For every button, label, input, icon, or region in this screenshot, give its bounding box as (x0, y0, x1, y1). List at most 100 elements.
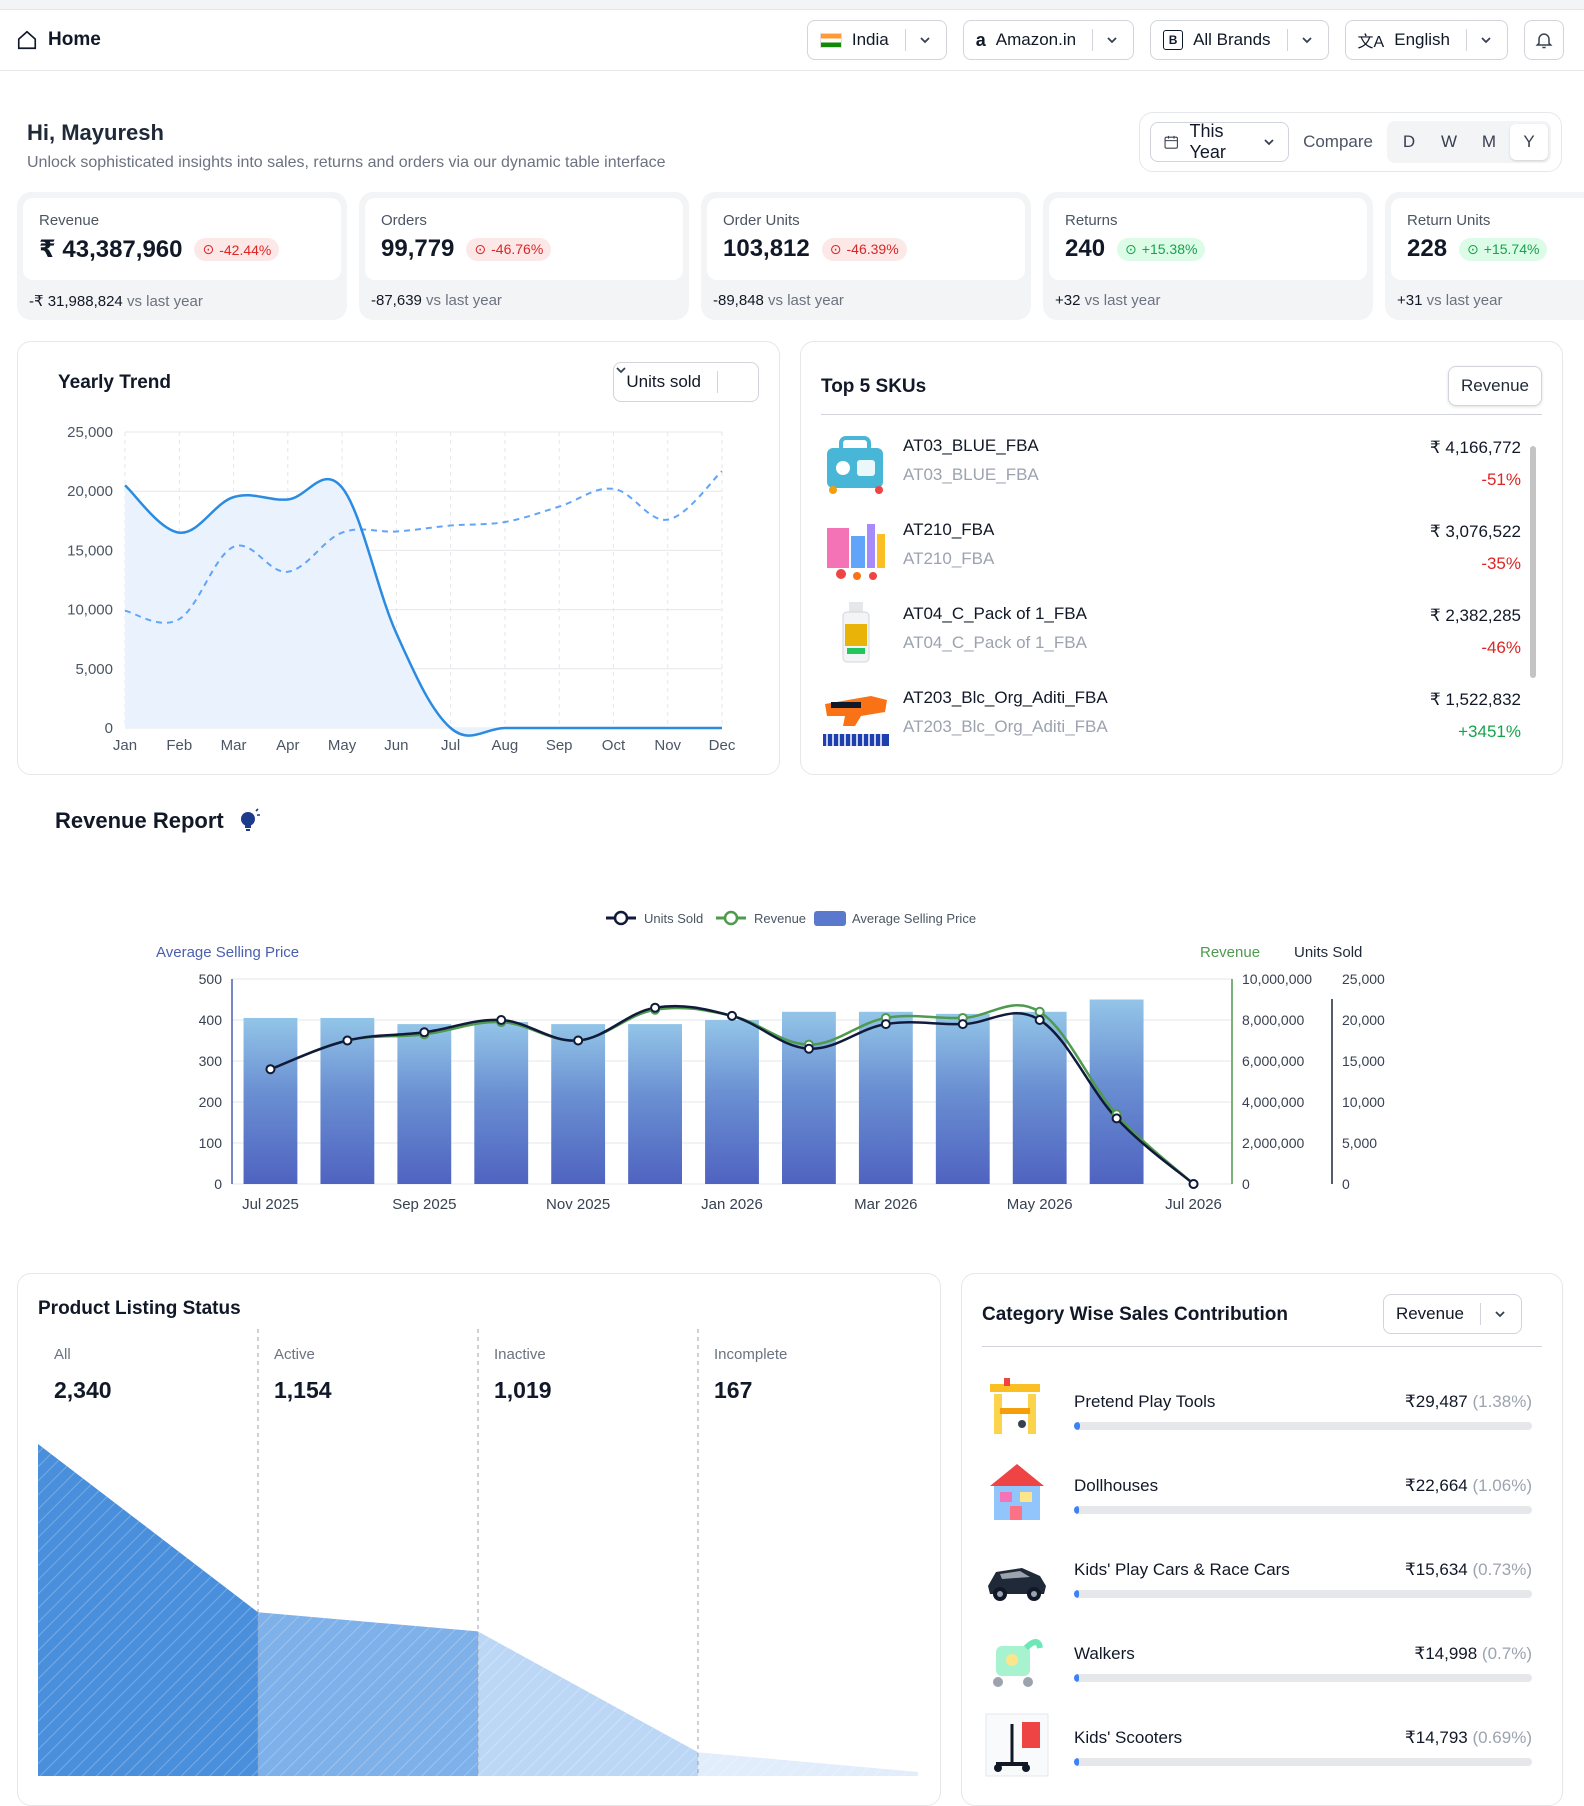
marketplace-label: Amazon.in (995, 30, 1077, 49)
x-tick-label: Nov (654, 737, 681, 754)
kpi-change-badge: ⊙ -42.44% (194, 238, 280, 261)
marketplace-select[interactable]: a Amazon.in (962, 20, 1135, 60)
revenue-tick-label: 2,000,000 (1242, 1135, 1304, 1151)
listing-status-inactive[interactable]: Inactive 1,019 (494, 1346, 552, 1404)
lightbulb-icon[interactable] (238, 808, 262, 834)
granularity-month[interactable]: M (1481, 132, 1497, 151)
trend-down-icon: ⊙ (474, 240, 487, 257)
header-selectors: India a Amazon.in B All Brands 文A Englis… (806, 20, 1564, 60)
baby-walker-thumbnail-icon (993, 1639, 1043, 1687)
sku-row[interactable]: AT03_BLUE_FBA AT03_BLUE_FBA ₹ 4,166,772 … (821, 430, 1521, 500)
kpi-orders: Orders 99,779 ⊙ -46.76% -87,639 vs last y… (359, 192, 689, 320)
sku-change: -51% (1481, 470, 1521, 489)
kpi-return-units: Return Units 228 ⊙ +15.74% +31 vs last ye… (1385, 192, 1584, 320)
category-progress (1074, 1758, 1532, 1766)
sku-row[interactable]: AT04_C_Pack of 1_FBA AT04_C_Pack of 1_FB… (821, 598, 1521, 668)
granularity-year[interactable]: Y (1510, 124, 1548, 160)
kpi-comparison: -₹ 31,988,824 vs last year (23, 280, 341, 310)
units-sold-point (1111, 1113, 1122, 1124)
home-link[interactable]: Home (16, 29, 101, 51)
tool-bench-thumbnail-icon (990, 1378, 1040, 1434)
category-row[interactable]: Kids' Play Cars & Race Cars ₹15,634 (0.7… (982, 1542, 1542, 1612)
category-row[interactable]: Dollhouses ₹22,664 (1.06%) (982, 1458, 1542, 1528)
left-tick-label: 500 (199, 971, 223, 987)
units-tick-label: 5,000 (1342, 1135, 1377, 1151)
revenue-axis-title: Revenue (1200, 944, 1260, 961)
category-row[interactable]: Walkers ₹14,998 (0.7%) (982, 1626, 1542, 1696)
kpi-returns: Returns 240 ⊙ +15.38% +32 vs last year (1043, 192, 1373, 320)
language-select[interactable]: 文A English (1344, 20, 1508, 60)
greeting-title: Hi, Mayuresh (27, 120, 164, 145)
yearly-trend-title: Yearly Trend (58, 372, 172, 393)
sku-row[interactable]: AT210_FBA AT210_FBA ₹ 3,076,522 -35% (821, 514, 1521, 584)
sku-list-scrollbar[interactable] (1530, 446, 1536, 678)
status-label: Incomplete (714, 1346, 788, 1363)
granularity-week[interactable]: W (1440, 132, 1458, 151)
brand-icon: B (1163, 30, 1184, 50)
language-label: English (1394, 30, 1450, 49)
category-progress-fill (1074, 1590, 1080, 1598)
select-divider (1286, 29, 1288, 51)
kpi-value: ₹ 43,387,960 (39, 236, 183, 263)
trend-down-icon: ⊙ (202, 241, 215, 257)
revenue-report-header: Revenue Report (55, 808, 262, 834)
date-range-select[interactable]: This Year (1150, 121, 1290, 162)
listing-status-incomplete[interactable]: Incomplete 167 (714, 1346, 787, 1404)
category-row[interactable]: Pretend Play Tools ₹29,487 (1.38%) (982, 1374, 1542, 1444)
status-value: 2,340 (54, 1377, 112, 1403)
kpi-change-badge: ⊙ -46.39% (821, 237, 907, 261)
status-value: 167 (714, 1377, 753, 1403)
scooter-thumbnail-icon (985, 1713, 1049, 1777)
kpi-cards: Revenue ₹ 43,387,960 ⊙ -42.44% -₹ 31,988,… (17, 192, 1584, 320)
asp-bar (705, 1020, 759, 1184)
units-tick-label: 15,000 (1342, 1053, 1385, 1069)
sku-row[interactable]: AT203_Blc_Org_Aditi_FBA AT203_Blc_Org_Ad… (821, 682, 1521, 752)
funnel-segment-hatch (478, 1631, 698, 1776)
select-divider (1466, 29, 1467, 51)
units-tick-label: 25,000 (1342, 971, 1385, 987)
notifications-button[interactable] (1524, 20, 1564, 60)
y-tick-label: 20,000 (67, 483, 113, 500)
kpi-comparison: +31 vs last year (1391, 280, 1584, 309)
country-select[interactable]: India (806, 20, 947, 60)
x-tick-label: Jul 2025 (242, 1196, 299, 1213)
units-sold-area (125, 479, 722, 736)
left-axis-title: Average Selling Price (156, 944, 299, 961)
top-header: Home India a Amazon.in B All Brands 文A E… (0, 10, 1584, 71)
sku-metric-button[interactable]: Revenue (1447, 366, 1542, 406)
y-tick-label: 25,000 (67, 424, 113, 441)
units-axis-title: Units Sold (1294, 944, 1362, 961)
chevron-down-icon (1103, 31, 1121, 49)
greeting-subtitle: Unlock sophisticated insights into sales… (27, 154, 666, 171)
kpi-change-badge: ⊙ -46.76% (466, 237, 552, 261)
category-amount: ₹14,998 (0.7%) (1414, 1644, 1532, 1664)
units-sold-point (1034, 1015, 1045, 1025)
kpi-revenue: Revenue ₹ 43,387,960 ⊙ -42.44% -₹ 31,988,… (17, 192, 347, 320)
category-row[interactable]: Kids' Scooters ₹14,793 (0.69%) (982, 1710, 1542, 1780)
category-share: (0.73%) (1472, 1560, 1532, 1579)
brand-select[interactable]: B All Brands (1150, 20, 1329, 60)
select-divider (717, 371, 718, 393)
sku-code: AT04_C_Pack of 1_FBA (903, 633, 1087, 652)
kpi-value: 240 (1065, 235, 1106, 262)
listing-status-all[interactable]: All 2,340 (54, 1346, 112, 1404)
x-tick-label: May (328, 737, 357, 754)
kpi-change: -46.39% (846, 241, 899, 257)
listing-status-active[interactable]: Active 1,154 (274, 1346, 332, 1404)
category-metric-select[interactable]: Revenue (1382, 1294, 1522, 1334)
granularity-day[interactable]: D (1402, 132, 1416, 151)
trend-metric-select[interactable]: Units sold (613, 362, 759, 402)
toy-car-thumbnail-icon (988, 1568, 1046, 1601)
category-name: Pretend Play Tools (1074, 1392, 1216, 1411)
select-divider (1480, 1303, 1481, 1325)
units-tick-label: 10,000 (1342, 1094, 1385, 1110)
kpi-delta: -₹ 31,988,824 (29, 293, 123, 310)
bottle-thumbnail-icon (842, 602, 870, 663)
chevron-down-icon (916, 31, 934, 49)
category-value: ₹22,664 (1404, 1476, 1468, 1495)
compare-toggle[interactable]: Compare (1303, 132, 1373, 151)
listing-status-title: Product Listing Status (38, 1298, 241, 1319)
sku-change: -46% (1481, 638, 1521, 657)
dollhouse-thumbnail-icon (990, 1464, 1044, 1520)
category-value: ₹15,634 (1404, 1560, 1468, 1579)
